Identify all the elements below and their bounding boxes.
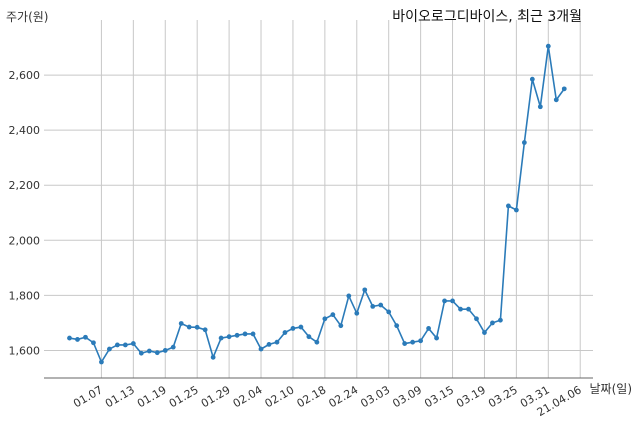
- y-axis-label: 주가(원): [6, 10, 49, 24]
- data-point: [83, 334, 88, 340]
- x-tick-label: 03.25: [486, 383, 520, 410]
- data-point: [194, 324, 200, 330]
- data-point: [114, 342, 120, 348]
- data-point: [537, 104, 543, 110]
- data-point: [91, 340, 96, 346]
- data-point: [234, 332, 240, 338]
- data-point: [490, 320, 495, 326]
- data-point: [561, 86, 567, 92]
- data-point: [386, 309, 392, 315]
- data-point: [99, 359, 104, 365]
- x-tick-label: 01.13: [103, 383, 137, 410]
- data-point: [330, 312, 336, 318]
- data-point: [354, 310, 360, 316]
- data-point: [378, 302, 384, 308]
- data-point: [458, 306, 463, 312]
- data-point: [178, 321, 184, 326]
- data-point: [466, 306, 471, 312]
- data-point: [107, 346, 112, 352]
- data-point: [218, 335, 224, 341]
- x-tick-label: 03.03: [358, 383, 392, 410]
- data-point: [434, 335, 439, 341]
- data-point: [498, 317, 503, 323]
- data-point: [75, 337, 80, 342]
- data-point: [394, 323, 400, 329]
- data-point: [450, 298, 455, 304]
- y-tick-label: 1,800: [9, 289, 41, 302]
- data-point: [482, 330, 487, 335]
- x-tick-label: 01.29: [199, 383, 233, 410]
- data-point: [242, 331, 248, 337]
- y-tick-label: 2,000: [9, 234, 41, 247]
- data-point: [298, 324, 304, 330]
- data-point: [521, 140, 527, 145]
- data-point: [162, 348, 168, 353]
- x-tick-label: 03.15: [422, 383, 456, 410]
- data-point: [226, 334, 232, 340]
- data-point: [362, 287, 368, 293]
- data-point: [529, 76, 535, 82]
- data-point: [202, 327, 208, 333]
- data-point: [146, 348, 152, 354]
- data-point: [338, 323, 344, 329]
- data-point: [418, 338, 424, 344]
- x-tick-label: 03.19: [454, 383, 488, 410]
- data-point: [210, 354, 216, 360]
- x-tick-label: 01.25: [167, 383, 201, 410]
- data-point: [138, 350, 144, 356]
- data-point: [186, 324, 192, 330]
- data-point: [170, 344, 176, 350]
- x-axis-label: 날짜(일): [589, 382, 632, 396]
- data-point: [513, 207, 519, 213]
- data-point: [553, 97, 559, 103]
- data-point: [266, 342, 272, 347]
- data-point: [410, 339, 416, 345]
- data-point: [370, 304, 376, 309]
- data-point: [250, 331, 256, 337]
- x-tick-label: 01.07: [71, 383, 105, 410]
- data-point: [290, 326, 296, 331]
- y-tick-label: 1,600: [9, 344, 41, 357]
- y-tick-label: 2,200: [9, 179, 41, 192]
- data-point: [442, 298, 447, 304]
- series-line: [69, 46, 565, 364]
- x-tick-label: 02.24: [327, 383, 361, 410]
- data-point: [306, 334, 312, 340]
- x-tick-label: 01.19: [135, 383, 169, 410]
- data-point: [130, 341, 136, 346]
- data-point: [322, 316, 328, 322]
- data-point: [426, 326, 431, 331]
- data-point: [67, 335, 72, 341]
- data-point: [346, 293, 352, 299]
- data-point: [314, 339, 320, 345]
- x-tick-label: 02.04: [231, 383, 265, 410]
- chart-title: 바이오로그디바이스, 최근 3개월: [392, 9, 582, 25]
- x-tick-label: 02.10: [263, 383, 297, 410]
- data-point: [545, 43, 551, 49]
- data-point: [282, 330, 288, 335]
- x-tick-label: 03.09: [390, 383, 424, 410]
- data-point: [474, 316, 479, 322]
- data-point: [154, 350, 160, 356]
- data-point: [258, 346, 264, 352]
- y-tick-label: 2,600: [9, 69, 41, 82]
- data-point: [122, 342, 128, 348]
- data-point: [402, 341, 408, 346]
- x-tick-label: 02.18: [295, 383, 329, 410]
- y-tick-label: 2,400: [9, 124, 41, 137]
- data-point: [506, 203, 511, 209]
- data-point: [274, 339, 280, 345]
